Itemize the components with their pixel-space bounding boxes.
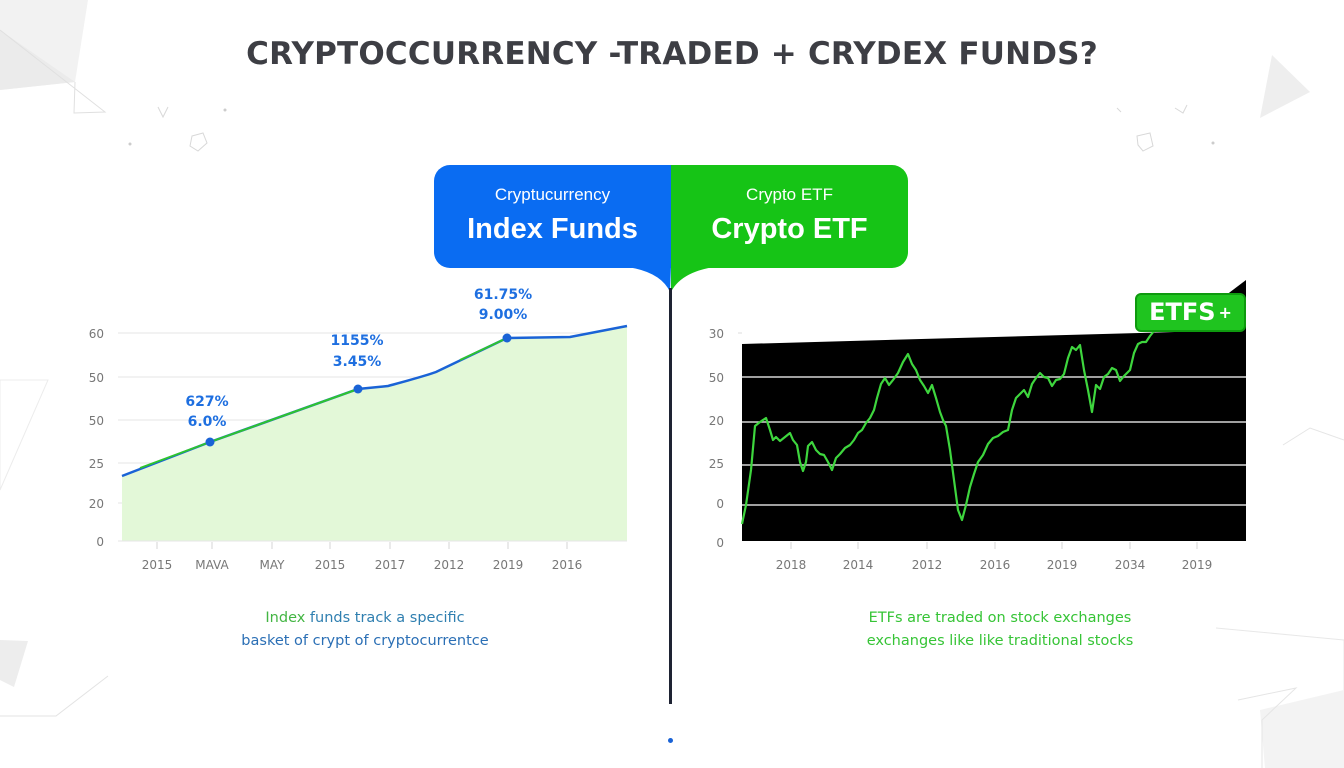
x-tick-label: 2012 (434, 558, 465, 572)
crypto-etf-plot-background (742, 330, 1246, 541)
x-tick-label: 2034 (1115, 558, 1146, 572)
index-funds-x-axis (156, 542, 568, 549)
x-tick-label: 2019 (1182, 558, 1213, 572)
etfs-badge-label: ETFS (1149, 298, 1216, 326)
crypto-etf-caption-line1: ETFs are traded on stock exchanges (868, 610, 1132, 626)
plus-icon: + (1218, 303, 1232, 322)
x-tick-label: 2018 (776, 558, 807, 572)
x-tick-label: MAVA (195, 558, 229, 572)
y-tick-label: 50 (89, 371, 104, 385)
y-tick-label: 50 (89, 414, 104, 428)
annotation-bottom: 9.00% (479, 307, 528, 323)
header-crypto-etf-subtitle: Crypto ETF (746, 185, 833, 204)
data-point-marker (205, 437, 215, 447)
y-tick-label: 25 (709, 457, 724, 471)
header-index-funds-title: Index Funds (467, 213, 638, 245)
y-tick-label: 0 (716, 497, 724, 511)
etfs-badge: ETFS + (1135, 293, 1246, 332)
index-funds-area (122, 326, 627, 541)
x-tick-label: MAY (260, 558, 286, 572)
index-funds-caption-line1: Index funds track a specific (190, 607, 540, 630)
y-tick-label: 20 (89, 497, 104, 511)
annotation-bottom: 6.0% (188, 414, 227, 430)
annotation-bottom: 3.45% (333, 354, 382, 370)
y-tick-label: 0 (96, 535, 104, 549)
crypto-etf-caption-line2: exchanges like like traditional stocks (866, 633, 1134, 649)
crypto-etf-x-axis (790, 542, 1198, 549)
data-point-marker (353, 384, 363, 394)
x-tick-label: 2014 (843, 558, 874, 572)
caption-text: funds track a specific (305, 610, 465, 626)
page-title: CRYPTOCCURRENCY -TRADED + CRYDEX FUNDS? (246, 36, 1098, 72)
x-tick-label: 2016 (552, 558, 583, 572)
annotation-top: 1155% (331, 333, 384, 349)
y-tick-label: 60 (89, 327, 104, 341)
x-tick-label: 2019 (1047, 558, 1078, 572)
caption-highlight-word: Index (265, 610, 306, 626)
y-tick-label: 20 (709, 414, 724, 428)
y-tick-label: 30 (709, 327, 724, 341)
header-crypto-etf: Crypto ETF Crypto ETF (671, 165, 908, 268)
annotation-top: 627% (185, 394, 228, 410)
x-tick-label: 2019 (493, 558, 524, 572)
index-funds-caption: Index funds track a specific basket of c… (190, 607, 540, 653)
x-tick-label: 2015 (142, 558, 173, 572)
x-tick-label: 2015 (315, 558, 346, 572)
y-tick-label: 0 (716, 536, 724, 550)
divider-end-dot (668, 738, 673, 743)
x-tick-label: 2016 (980, 558, 1011, 572)
data-point-marker (502, 333, 512, 343)
crypto-etf-line (740, 317, 1167, 525)
header-crypto-etf-title: Crypto ETF (711, 213, 868, 245)
x-tick-label: 2017 (375, 558, 406, 572)
y-tick-label: 25 (89, 457, 104, 471)
center-divider (669, 288, 672, 704)
x-tick-label: 2012 (912, 558, 943, 572)
header-index-funds-subtitle: Cryptucurrency (494, 185, 611, 204)
annotation-top: 61.75% (474, 287, 532, 303)
crypto-etf-caption: ETFs are traded on stock exchanges excha… (790, 607, 1210, 653)
crypto-etf-gridlines (742, 376, 1246, 506)
crypto-etf-y-axis: 30 50 20 25 0 0 (709, 327, 724, 550)
index-funds-y-axis: 60 50 50 25 20 0 (89, 327, 104, 549)
index-funds-caption-line2: basket of crypt of cryptocurrentce (241, 633, 489, 649)
index-funds-line (121, 324, 628, 478)
header-index-funds: Cryptucurrency Index Funds (434, 165, 671, 268)
y-tick-label: 50 (709, 371, 724, 385)
